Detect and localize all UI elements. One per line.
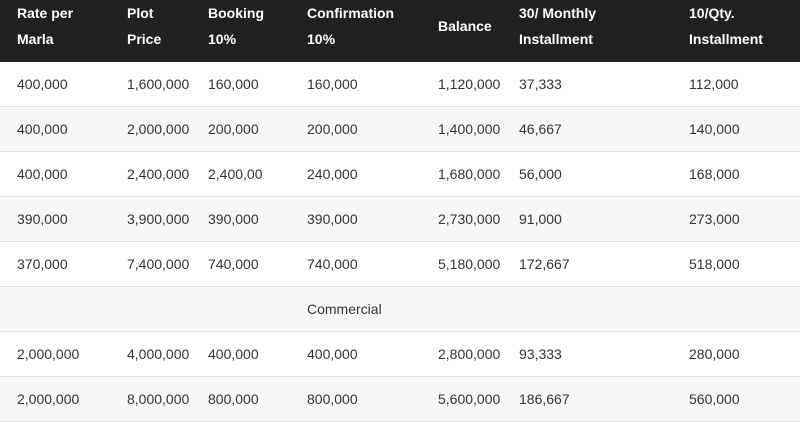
cell-quarterly: 560,000 bbox=[689, 391, 740, 407]
cell-confirmation: 240,000 bbox=[307, 166, 358, 182]
table-row: 390,000 3,900,000 390,000 390,000 2,730,… bbox=[0, 197, 800, 242]
table-row: 2,000,000 4,000,000 400,000 400,000 2,80… bbox=[0, 332, 800, 377]
cell-booking: 160,000 bbox=[208, 76, 259, 92]
cell-confirmation: 400,000 bbox=[307, 346, 358, 362]
header-label: 10% bbox=[208, 31, 237, 47]
cell-booking: 2,400,00 bbox=[208, 166, 263, 182]
cell-monthly: 186,667 bbox=[519, 391, 570, 407]
cell-monthly: 56,000 bbox=[519, 166, 562, 182]
cell-rate: 400,000 bbox=[17, 76, 68, 92]
cell-balance: 1,400,000 bbox=[438, 121, 501, 137]
cell-booking: 200,000 bbox=[208, 121, 259, 137]
header-label: Booking bbox=[208, 5, 264, 21]
cell-monthly: 93,333 bbox=[519, 346, 562, 362]
cell-plot-price: 4,000,000 bbox=[127, 346, 190, 362]
cell-balance: 5,600,000 bbox=[438, 391, 501, 407]
cell-booking: 800,000 bbox=[208, 391, 259, 407]
header-label: Installment bbox=[689, 31, 763, 47]
cell-booking: 400,000 bbox=[208, 346, 259, 362]
cell-balance: 1,120,000 bbox=[438, 76, 501, 92]
cell-rate: 2,000,000 bbox=[17, 346, 80, 362]
cell-monthly: 46,667 bbox=[519, 121, 562, 137]
cell-rate: 390,000 bbox=[17, 211, 68, 227]
header-label: Balance bbox=[438, 18, 492, 34]
header-label: 30/ Monthly bbox=[519, 5, 597, 21]
cell-balance: 5,180,000 bbox=[438, 256, 501, 272]
section-row-commercial: Commercial bbox=[0, 287, 800, 332]
cell-quarterly: 112,000 bbox=[689, 76, 739, 92]
header-label: Marla bbox=[17, 31, 54, 47]
header-label: Price bbox=[127, 31, 162, 47]
cell-balance: 1,680,000 bbox=[438, 166, 501, 182]
cell-plot-price: 2,000,000 bbox=[127, 121, 190, 137]
header-label: Confirmation bbox=[307, 5, 395, 21]
header-label: Installment bbox=[519, 31, 593, 47]
section-label: Commercial bbox=[307, 301, 382, 317]
table-row: 400,000 1,600,000 160,000 160,000 1,120,… bbox=[0, 62, 800, 107]
cell-monthly: 37,333 bbox=[519, 76, 562, 92]
cell-plot-price: 8,000,000 bbox=[127, 391, 190, 407]
cell-plot-price: 1,600,000 bbox=[127, 76, 190, 92]
cell-monthly: 91,000 bbox=[519, 211, 562, 227]
cell-booking: 740,000 bbox=[208, 256, 259, 272]
cell-rate: 400,000 bbox=[17, 121, 68, 137]
table-row: 370,000 7,400,000 740,000 740,000 5,180,… bbox=[0, 242, 800, 287]
cell-confirmation: 390,000 bbox=[307, 211, 358, 227]
cell-plot-price: 7,400,000 bbox=[127, 256, 190, 272]
table-row: 2,000,000 8,000,000 800,000 800,000 5,60… bbox=[0, 377, 800, 422]
cell-monthly: 172,667 bbox=[519, 256, 570, 272]
cell-quarterly: 140,000 bbox=[689, 121, 740, 137]
header-label: 10% bbox=[307, 31, 336, 47]
cell-confirmation: 160,000 bbox=[307, 76, 358, 92]
header-label: Rate per bbox=[17, 5, 74, 21]
cell-confirmation: 740,000 bbox=[307, 256, 358, 272]
cell-booking: 390,000 bbox=[208, 211, 259, 227]
cell-quarterly: 273,000 bbox=[689, 211, 740, 227]
header-label: 10/Qty. bbox=[689, 5, 735, 21]
cell-rate: 2,000,000 bbox=[17, 391, 80, 407]
table-row: 400,000 2,400,000 2,400,00 240,000 1,680… bbox=[0, 152, 800, 197]
cell-quarterly: 168,000 bbox=[689, 166, 740, 182]
cell-plot-price: 2,400,000 bbox=[127, 166, 190, 182]
cell-rate: 400,000 bbox=[17, 166, 68, 182]
table-header: Rate per Marla Plot Price Booking 10% Co… bbox=[0, 0, 800, 62]
cell-confirmation: 200,000 bbox=[307, 121, 358, 137]
cell-quarterly: 518,000 bbox=[689, 256, 740, 272]
cell-balance: 2,800,000 bbox=[438, 346, 501, 362]
cell-balance: 2,730,000 bbox=[438, 211, 501, 227]
cell-confirmation: 800,000 bbox=[307, 391, 358, 407]
table-row: 400,000 2,000,000 200,000 200,000 1,400,… bbox=[0, 107, 800, 152]
cell-plot-price: 3,900,000 bbox=[127, 211, 190, 227]
header-label: Plot bbox=[127, 5, 154, 21]
cell-quarterly: 280,000 bbox=[689, 346, 740, 362]
cell-rate: 370,000 bbox=[17, 256, 68, 272]
